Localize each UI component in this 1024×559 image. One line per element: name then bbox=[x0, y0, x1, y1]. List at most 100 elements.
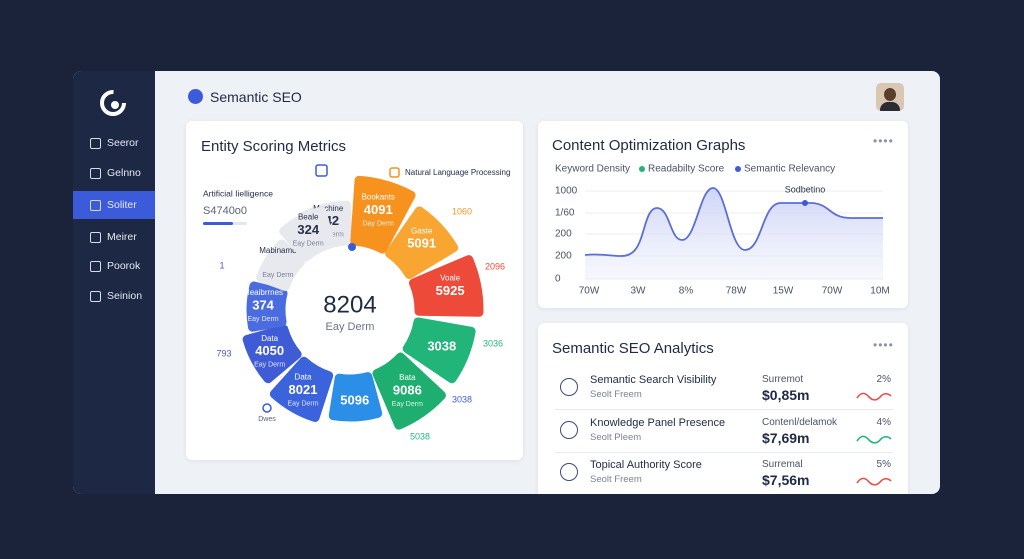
row-icon bbox=[560, 378, 578, 396]
ring-segment bbox=[385, 206, 459, 279]
more-menu[interactable]: •••• bbox=[873, 338, 894, 352]
metric-value: $7,56m bbox=[762, 472, 810, 488]
card-title: Semantic SEO Analytics bbox=[552, 340, 714, 357]
nav-label: Seeror bbox=[107, 137, 139, 149]
spark-path bbox=[856, 477, 892, 486]
center-value: 8204 bbox=[323, 291, 376, 318]
nav-item[interactable]: Meirer bbox=[73, 223, 155, 251]
y-tick-label: 1000 bbox=[555, 186, 578, 197]
progress-bar bbox=[203, 222, 233, 225]
segment-title: Bookants bbox=[362, 193, 395, 202]
legend-label: Keyword Density bbox=[555, 164, 630, 175]
ring-segment bbox=[372, 352, 446, 430]
nav-item[interactable]: Gelnno bbox=[73, 159, 155, 187]
segment-sub: Eay Derm bbox=[287, 400, 318, 407]
line-graph: Keyword Density Readabilty Score Semantic … bbox=[555, 164, 890, 297]
brand-icon bbox=[188, 89, 203, 104]
more-menu[interactable]: •••• bbox=[873, 134, 894, 148]
change: 4% bbox=[876, 417, 891, 428]
nav-item[interactable]: Poorok bbox=[73, 252, 155, 280]
nav-icon bbox=[90, 261, 101, 272]
nav-item[interactable]: Seinion bbox=[73, 282, 155, 310]
x-tick-label: 15W bbox=[773, 286, 794, 297]
x-tick-label: 10M bbox=[870, 286, 889, 297]
sparkline bbox=[856, 477, 892, 486]
ring-segment bbox=[402, 317, 476, 384]
ring-segment bbox=[269, 356, 334, 422]
app-window: Seeror Gelnno Soliter Meirer Poorok Seinion S… bbox=[73, 71, 940, 494]
segment-value: 5925 bbox=[436, 283, 465, 298]
entity-icon bbox=[315, 164, 328, 177]
nav-item[interactable]: Soliter bbox=[73, 191, 155, 219]
avatar[interactable] bbox=[876, 83, 904, 111]
row-title: Topical Authority Score bbox=[590, 459, 702, 471]
segment-value: 4050 bbox=[255, 343, 284, 358]
ring-segment bbox=[256, 239, 305, 291]
y-tick-label: 0 bbox=[555, 274, 561, 285]
segment-sub: Eay Derm bbox=[392, 401, 423, 408]
callout: 2096 bbox=[485, 261, 505, 271]
segment-sub: Eay Derm bbox=[262, 272, 293, 279]
marker bbox=[802, 200, 808, 206]
segment-title: Gaste bbox=[411, 226, 433, 235]
segment-value: 5091 bbox=[407, 236, 436, 251]
center-label: Eay Derm bbox=[326, 321, 375, 333]
callout: Artificial Iielligence bbox=[203, 188, 273, 198]
ring-segment bbox=[246, 281, 288, 332]
divider bbox=[555, 452, 893, 453]
row-icon bbox=[560, 421, 578, 439]
segment-value: 3038 bbox=[427, 339, 456, 354]
annotation: Sodbetino bbox=[785, 184, 826, 194]
y-tick-label: 1/60 bbox=[555, 208, 575, 219]
segment-title: Data bbox=[295, 373, 312, 382]
segment-value: 5096 bbox=[340, 392, 369, 407]
sparkline bbox=[856, 435, 892, 444]
nav-label: Gelnno bbox=[107, 167, 141, 179]
callout: Dwes bbox=[258, 416, 276, 423]
row-icon bbox=[560, 463, 578, 481]
row-subtitle: Seolt Pleem bbox=[590, 432, 642, 443]
segment-sub: Eay Derm bbox=[247, 316, 278, 323]
app-title: Semantic SEO bbox=[210, 89, 302, 105]
line bbox=[584, 187, 883, 257]
segment-sub: Eay Derm bbox=[254, 362, 285, 369]
segment-title: Data bbox=[261, 334, 278, 343]
nav-label: Soliter bbox=[107, 199, 137, 211]
callout: Natural Language Processing bbox=[405, 168, 510, 177]
dwes-icon bbox=[262, 403, 272, 413]
callout: 3036 bbox=[483, 338, 503, 348]
nav-icon bbox=[90, 138, 101, 149]
content-card: Content Optimization Graphs •••• Keyword… bbox=[538, 121, 908, 308]
segment-sub: Day Derm bbox=[362, 220, 394, 227]
metric-value: $0,85m bbox=[762, 387, 810, 403]
card-title: Content Optimization Graphs bbox=[552, 137, 746, 154]
card-title: Entity Scoring Metrics bbox=[201, 138, 347, 155]
y-tick-label: 200 bbox=[555, 251, 572, 262]
ring-segment bbox=[409, 255, 484, 317]
callout: 1 bbox=[219, 260, 224, 270]
nav-item[interactable]: Seeror bbox=[73, 129, 155, 157]
ring-dot bbox=[348, 243, 356, 251]
callout: 1060 bbox=[452, 206, 472, 216]
spark-path bbox=[856, 392, 892, 401]
nav-icon bbox=[90, 291, 101, 302]
segment-title: Mabinamd bbox=[259, 246, 296, 255]
analytics-card: Semantic SEO Analytics •••• Semantic Sea… bbox=[538, 323, 908, 494]
legend-label: Readabilty Score bbox=[648, 164, 725, 175]
x-tick-label: 3W bbox=[631, 286, 647, 297]
nav-icon bbox=[90, 232, 101, 243]
segment-title: Voale bbox=[440, 274, 461, 283]
ring-segment bbox=[279, 206, 336, 262]
sparkline bbox=[856, 392, 892, 401]
nav-label: Seinion bbox=[107, 290, 143, 302]
row-subtitle: Seolt Freem bbox=[590, 474, 642, 485]
metric-value: $7,69m bbox=[762, 430, 810, 446]
segment-sub: Eay Derm bbox=[293, 240, 324, 247]
nav-icon bbox=[90, 168, 101, 179]
segment-value: 8021 bbox=[289, 382, 318, 397]
x-tick-label: 8% bbox=[679, 286, 694, 297]
divider bbox=[555, 409, 893, 410]
segment-value: 4091 bbox=[364, 202, 393, 217]
